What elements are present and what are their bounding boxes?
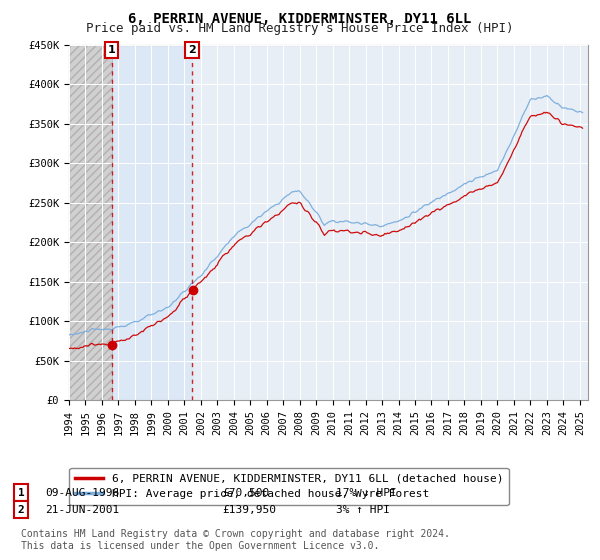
Text: 6, PERRIN AVENUE, KIDDERMINSTER, DY11 6LL: 6, PERRIN AVENUE, KIDDERMINSTER, DY11 6L… [128, 12, 472, 26]
Text: 1: 1 [108, 45, 116, 55]
Text: 2: 2 [17, 505, 25, 515]
Legend: 6, PERRIN AVENUE, KIDDERMINSTER, DY11 6LL (detached house), HPI: Average price, : 6, PERRIN AVENUE, KIDDERMINSTER, DY11 6L… [70, 468, 509, 505]
Text: 3% ↑ HPI: 3% ↑ HPI [336, 505, 390, 515]
Bar [112, 45, 192, 400]
Text: 1: 1 [17, 488, 25, 498]
Bar [69, 45, 112, 400]
Bar [69, 45, 112, 400]
Text: 17% ↓ HPI: 17% ↓ HPI [336, 488, 397, 498]
Text: 09-AUG-1996: 09-AUG-1996 [45, 488, 119, 498]
Text: £70,500: £70,500 [222, 488, 269, 498]
Text: 2: 2 [188, 45, 196, 55]
Text: £139,950: £139,950 [222, 505, 276, 515]
Text: 21-JUN-2001: 21-JUN-2001 [45, 505, 119, 515]
Text: Contains HM Land Registry data © Crown copyright and database right 2024.
This d: Contains HM Land Registry data © Crown c… [21, 529, 450, 551]
Text: Price paid vs. HM Land Registry's House Price Index (HPI): Price paid vs. HM Land Registry's House … [86, 22, 514, 35]
